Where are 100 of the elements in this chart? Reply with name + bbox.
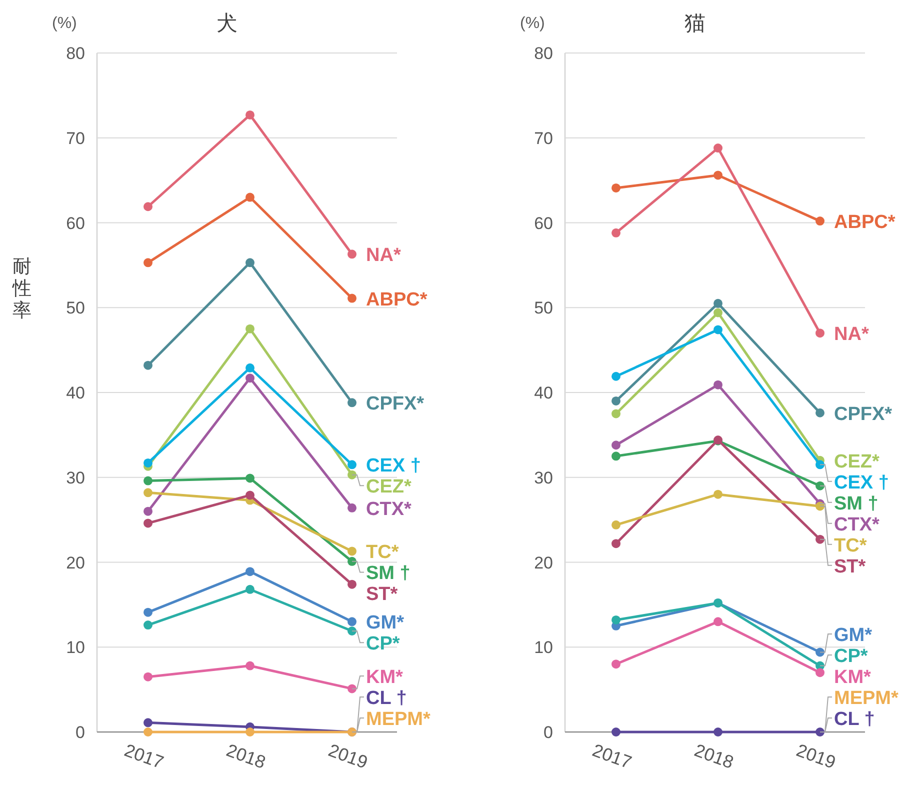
point: [144, 360, 152, 370]
point: [246, 490, 254, 500]
series-label: CEZ*: [366, 476, 412, 498]
point: [246, 110, 254, 120]
series-label: CPFX*: [366, 394, 425, 415]
series-label: CTX*: [834, 514, 880, 536]
chart-title: 犬: [216, 12, 238, 35]
point: [144, 518, 152, 528]
series-label: TC*: [834, 535, 868, 556]
point: [144, 728, 152, 736]
series-label: ST*: [366, 584, 398, 606]
series-label: CP*: [366, 634, 400, 655]
point: [348, 398, 356, 408]
point: [714, 298, 722, 308]
series-label: ST*: [834, 556, 866, 578]
point: [612, 372, 620, 381]
point: [348, 617, 356, 626]
point: [612, 539, 620, 548]
y-tick-label: 0: [76, 723, 85, 742]
series-label: CPFX*: [834, 404, 893, 425]
series-label: SM †: [834, 493, 878, 514]
y-tick-label: 80: [66, 44, 85, 63]
series-label: ABPC*: [366, 289, 428, 310]
y-tick-label: 10: [534, 638, 553, 658]
point: [348, 626, 356, 636]
series-label: NA*: [834, 324, 870, 346]
point: [246, 567, 254, 576]
text: (%): [52, 15, 77, 32]
point: [612, 615, 620, 624]
point: [348, 684, 356, 694]
y-tick-label: 30: [66, 468, 85, 488]
series-label: GM*: [366, 612, 405, 634]
series-label: SM †: [366, 563, 410, 584]
y-tick-label: 40: [66, 384, 85, 402]
point: [246, 474, 254, 483]
point: [816, 481, 824, 490]
point: [816, 216, 824, 226]
point: [144, 488, 152, 498]
point: [144, 620, 152, 630]
point: [612, 183, 620, 192]
y-tick-label: 60: [66, 214, 85, 233]
x-tick-label: 2018: [224, 740, 268, 773]
series-label: CL †: [834, 709, 875, 730]
point: [348, 503, 356, 512]
point: [612, 228, 620, 238]
point: [612, 660, 620, 669]
y-tick-label: 30: [534, 468, 553, 488]
legend-label: MEPM*: [834, 688, 899, 709]
point: [612, 396, 620, 406]
series-label: CL †: [366, 688, 407, 709]
y-tick-label: 60: [534, 214, 553, 233]
y-tick-label: 10: [66, 638, 85, 658]
point: [246, 374, 254, 383]
point: [246, 363, 254, 372]
point: [714, 325, 722, 334]
series-label: MEPM*: [366, 709, 431, 730]
series-label: KM*: [834, 667, 872, 688]
point: [348, 470, 356, 480]
y-tick-label: 20: [66, 553, 85, 572]
x-tick-label: 2017: [590, 740, 634, 773]
point: [246, 192, 254, 202]
y-axis-title: 耐性率: [12, 256, 32, 322]
chart-title: 猫: [684, 12, 706, 35]
x-tick-label: 2018: [692, 740, 736, 773]
point: [816, 408, 824, 418]
y-tick-label: 70: [66, 128, 85, 148]
point: [816, 668, 824, 678]
point: [714, 380, 722, 390]
point: [144, 476, 152, 486]
x-tick-label: 2019: [794, 740, 838, 773]
point: [144, 608, 152, 617]
point: [816, 460, 824, 470]
point: [714, 170, 722, 180]
series-label: TC*: [366, 542, 400, 564]
point: [246, 324, 254, 334]
point: [246, 661, 254, 670]
point: [144, 258, 152, 268]
point: [348, 250, 356, 259]
y-tick-label: 70: [534, 128, 553, 148]
point: [816, 328, 824, 338]
y-tick-label: 80: [534, 44, 553, 63]
series-label: CEZ*: [834, 451, 880, 472]
point: [612, 409, 620, 418]
point: [246, 728, 254, 736]
series-label: CEX †: [366, 456, 421, 477]
x-tick-label: 2019: [326, 740, 370, 773]
y-tick-label: 20: [534, 553, 553, 572]
series-label: CP*: [834, 646, 868, 667]
series-label: GM*: [834, 625, 873, 646]
point: [144, 718, 152, 728]
point: [714, 617, 722, 626]
series-label: NA*: [366, 245, 402, 266]
text: (%): [520, 15, 545, 32]
series-label: KM*: [366, 667, 404, 688]
point: [144, 202, 152, 212]
point: [348, 546, 356, 556]
point: [714, 144, 722, 153]
y-tick-label: 50: [534, 298, 553, 318]
series-label: CTX*: [366, 498, 412, 520]
point: [612, 728, 620, 736]
